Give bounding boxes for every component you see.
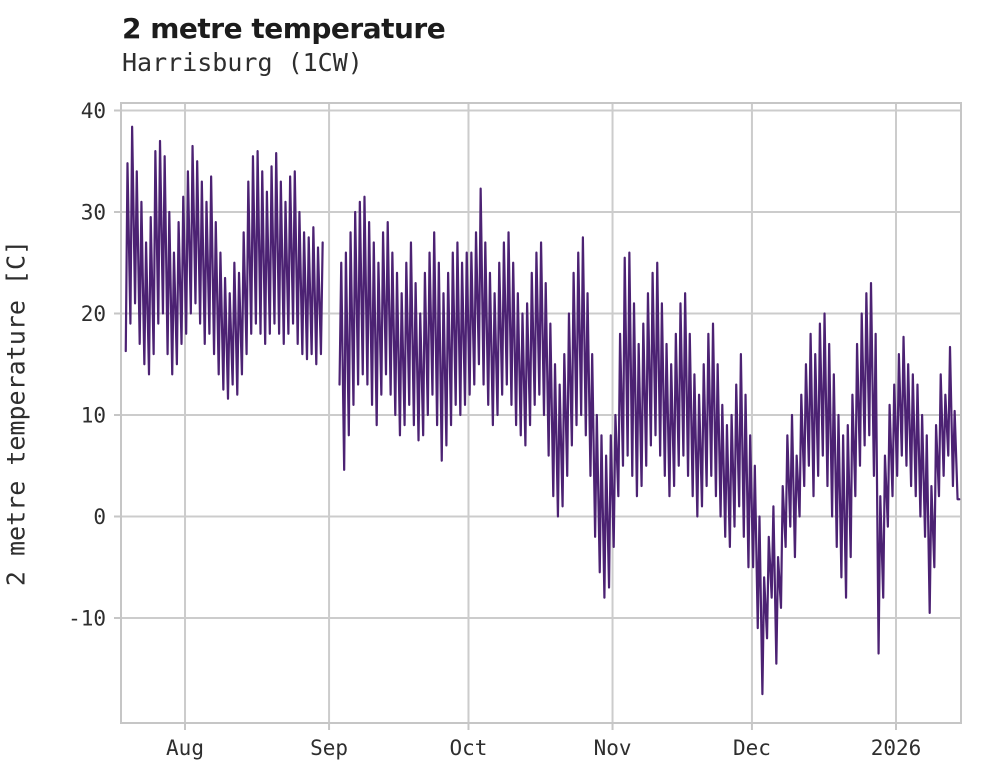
x-tick-labels: Aug Sep Oct Nov Dec 2026 <box>166 736 921 760</box>
chart-subtitle: Harrisburg (1CW) <box>122 48 363 77</box>
y-tick-label: 30 <box>81 201 106 225</box>
axis-tick-marks <box>114 109 898 730</box>
x-tick-label: Aug <box>166 736 204 760</box>
plot-border <box>120 102 962 724</box>
x-tick-label: Dec <box>733 736 771 760</box>
y-tick-label: 0 <box>93 505 106 529</box>
x-tick-label: Oct <box>450 736 488 760</box>
x-tick-label: 2026 <box>871 736 922 760</box>
temperature-series-line <box>124 125 961 696</box>
x-tick-label: Nov <box>594 736 632 760</box>
y-tick-label: 20 <box>81 302 106 326</box>
chart-title: 2 metre temperature <box>122 12 446 45</box>
y-tick-label: -10 <box>68 607 106 631</box>
y-tick-label: 40 <box>81 99 106 123</box>
y-tick-label: 10 <box>81 404 106 428</box>
y-tick-labels: 40 30 20 10 0 -10 <box>68 99 106 631</box>
x-tick-label: Sep <box>310 736 348 760</box>
